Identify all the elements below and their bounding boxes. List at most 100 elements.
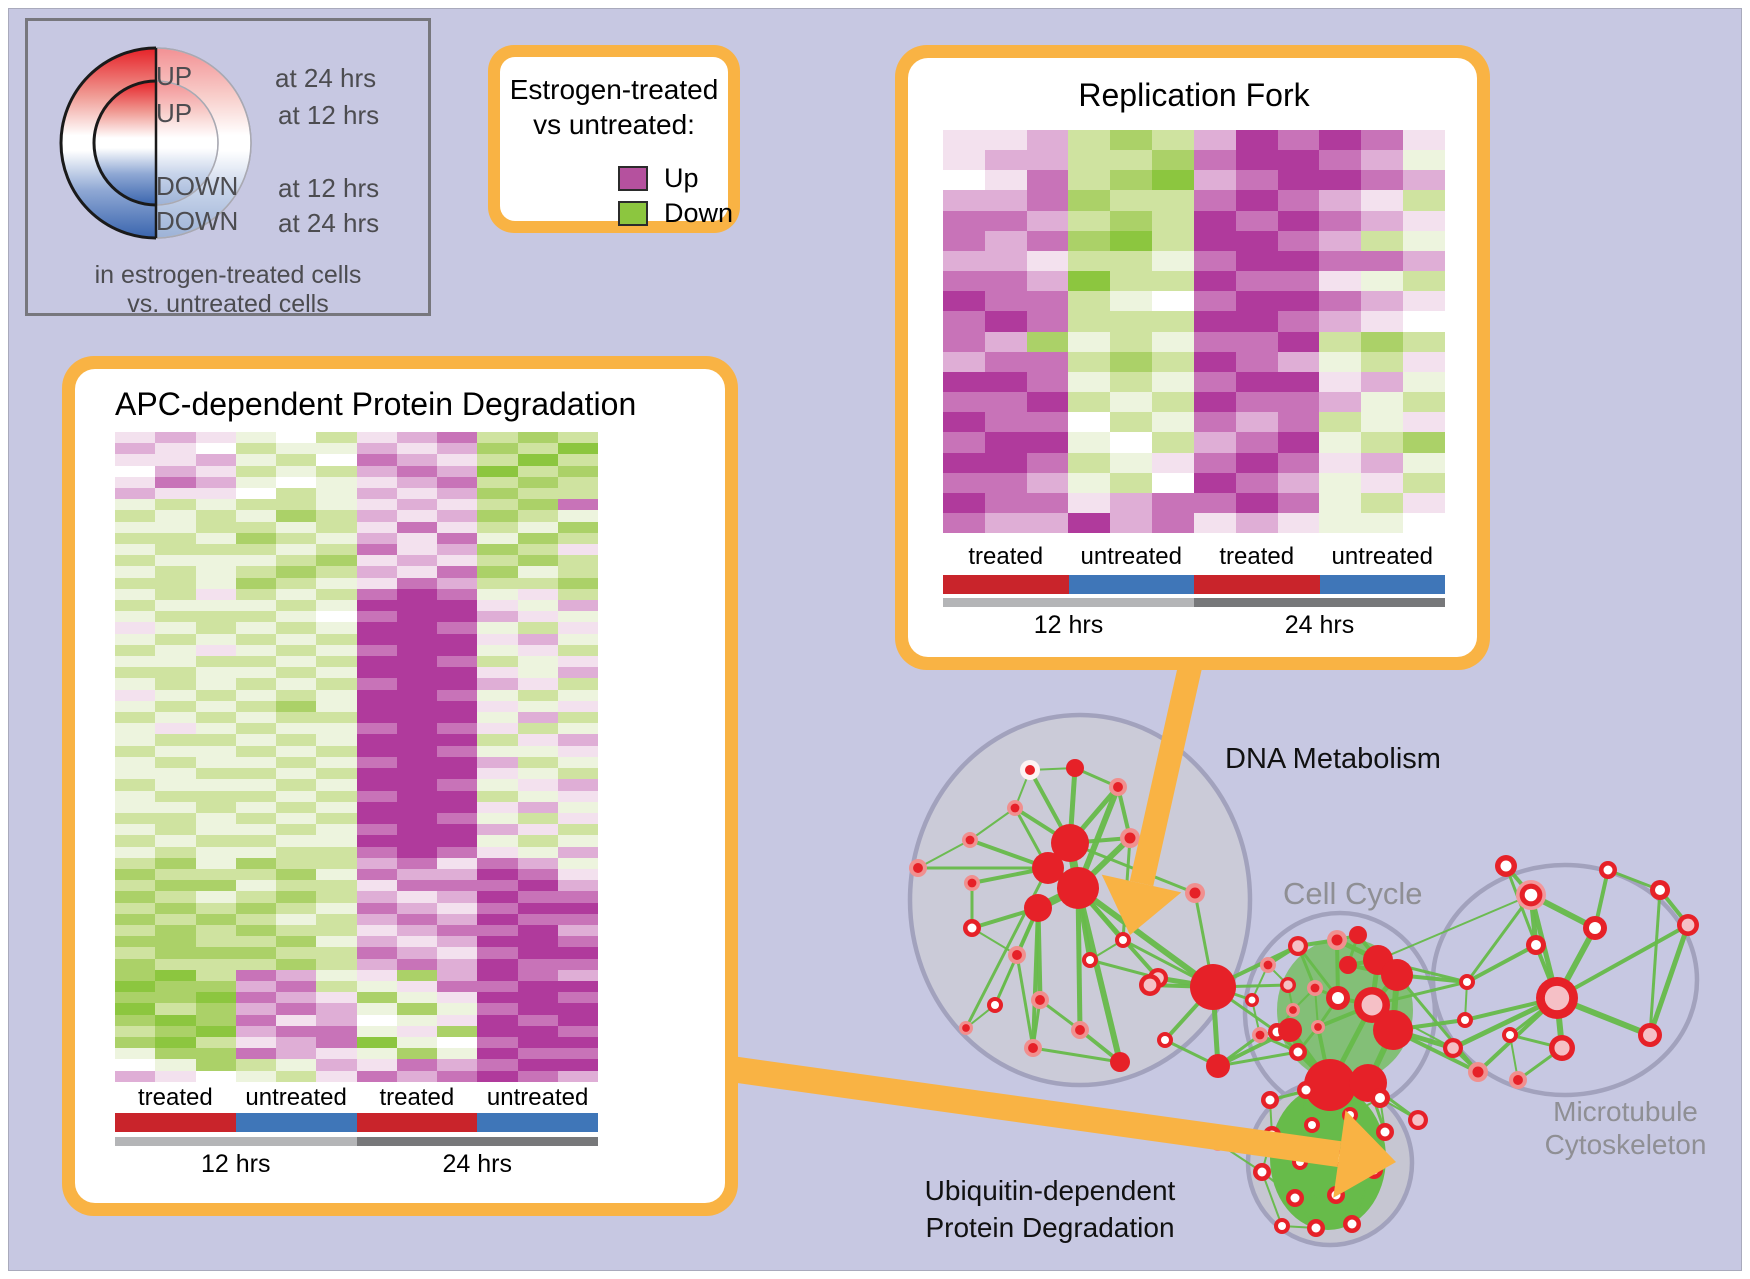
heatmap-row <box>943 250 1445 272</box>
heatmap-cell <box>235 969 276 981</box>
heatmap-row <box>115 745 598 757</box>
heatmap-cell <box>1152 190 1194 211</box>
heatmap-cell <box>1319 291 1362 312</box>
heatmap-cell <box>943 210 985 231</box>
heatmap-cell <box>557 1014 598 1026</box>
time-label: at 12 hrs <box>278 100 380 130</box>
heatmap-cell <box>356 824 397 836</box>
heatmap-cell <box>276 644 317 657</box>
heatmap-cell <box>235 801 276 813</box>
heatmap-cell <box>1152 291 1194 312</box>
heatmap-cell <box>557 488 598 500</box>
heatmap-cell <box>557 1059 598 1071</box>
heatmap-cell <box>195 465 236 477</box>
heatmap-cell <box>155 936 196 948</box>
heatmap-cell <box>155 801 196 813</box>
heatmap-cell <box>316 488 357 500</box>
heatmap-cell <box>1193 432 1236 453</box>
heatmap-row <box>115 857 598 869</box>
heatmap-cell <box>276 1048 317 1060</box>
heatmap-cell <box>1319 492 1362 513</box>
heatmap-cell <box>276 936 317 948</box>
heatmap-cell <box>437 980 478 993</box>
heatmap-cell <box>276 969 317 981</box>
heatmap-cell <box>477 555 518 567</box>
heatmap-cell <box>517 756 558 769</box>
heatmap-cell <box>316 1059 357 1071</box>
heatmap-cell <box>155 555 196 567</box>
heatmap-cell <box>396 1070 437 1082</box>
heatmap-cell <box>1110 392 1153 413</box>
network-node-core <box>991 1001 999 1009</box>
estrogen-color-legend: Estrogen-treated vs untreated: Up Down <box>488 45 740 233</box>
heatmap-cell <box>316 992 357 1004</box>
network-node-core <box>1189 887 1201 899</box>
heatmap-cell <box>235 555 276 567</box>
heatmap-cell <box>1403 271 1445 292</box>
heatmap-cell <box>1235 452 1278 473</box>
heatmap-cell <box>557 857 598 869</box>
heatmap-cell <box>557 712 598 724</box>
heatmap-cell <box>235 532 276 545</box>
time-color-bars <box>115 1137 598 1146</box>
heatmap-cell <box>477 790 518 802</box>
heatmap-cell <box>1235 512 1278 534</box>
heatmap-cell <box>1235 230 1278 251</box>
heatmap-cell <box>276 544 317 556</box>
heatmap-cell <box>1277 412 1320 433</box>
heatmap-cell <box>1110 230 1153 251</box>
heatmap-row <box>115 521 598 533</box>
heatmap-row <box>115 499 598 511</box>
heatmap-cell <box>1110 150 1153 171</box>
heatmap-cell <box>316 868 357 881</box>
heatmap-cell <box>477 745 518 757</box>
heatmap-cell <box>1026 291 1069 312</box>
heatmap-cell <box>1361 250 1404 272</box>
heatmap-cell <box>356 499 397 511</box>
heatmap-cell <box>115 1070 156 1082</box>
treatment-color-bars <box>115 1113 598 1132</box>
heatmap-cell <box>517 1036 558 1049</box>
heatmap-cell <box>276 734 317 746</box>
heatmap-cell <box>195 1070 236 1082</box>
heatmap-cell <box>1277 210 1320 231</box>
heatmap-cell <box>396 768 437 780</box>
network-edge <box>1377 894 1532 961</box>
time-label: 24 hrs <box>1284 611 1355 639</box>
heatmap-cell <box>1319 472 1362 493</box>
network-edge <box>1351 1169 1375 1225</box>
heatmap-cell <box>316 812 357 825</box>
heatmap-cell <box>477 532 518 545</box>
heatmap-row <box>115 936 598 948</box>
heatmap-cell <box>1403 512 1445 534</box>
heatmap-row <box>115 992 598 1004</box>
network-node-core <box>1301 1085 1311 1095</box>
updown-timing-legend: UP at 24 hrs UP at 12 hrs DOWN at 12 hrs… <box>25 18 431 318</box>
heatmap-cell <box>235 880 276 892</box>
heatmap-cell <box>356 969 397 981</box>
heatmap-cell <box>557 734 598 746</box>
heatmap-cell <box>517 1003 558 1015</box>
column-group-label: treated <box>379 1084 455 1111</box>
network-node-core <box>1314 1023 1322 1031</box>
heatmap-cell <box>115 588 156 601</box>
heatmap-row <box>115 532 598 545</box>
heatmap-cell <box>517 700 558 713</box>
heatmap-cell <box>195 678 236 690</box>
heatmap-cell <box>115 980 156 993</box>
heatmap-cell <box>1026 512 1069 534</box>
heatmap-cell <box>1277 130 1320 151</box>
updown-gradient-circles-icon <box>59 46 252 240</box>
heatmap-cell <box>517 857 558 869</box>
heatmap-cell <box>316 936 357 948</box>
heatmap-row <box>943 392 1445 413</box>
heatmap-cell <box>155 969 196 981</box>
heatmap-cell <box>557 566 598 578</box>
heatmap-cell <box>1235 392 1278 413</box>
heatmap-cell <box>477 1014 518 1026</box>
heatmap-cell <box>557 476 598 489</box>
heatmap-cell <box>356 600 397 612</box>
heatmap-cell <box>437 532 478 545</box>
heatmap-cell <box>356 611 397 623</box>
heatmap-row <box>115 600 598 612</box>
